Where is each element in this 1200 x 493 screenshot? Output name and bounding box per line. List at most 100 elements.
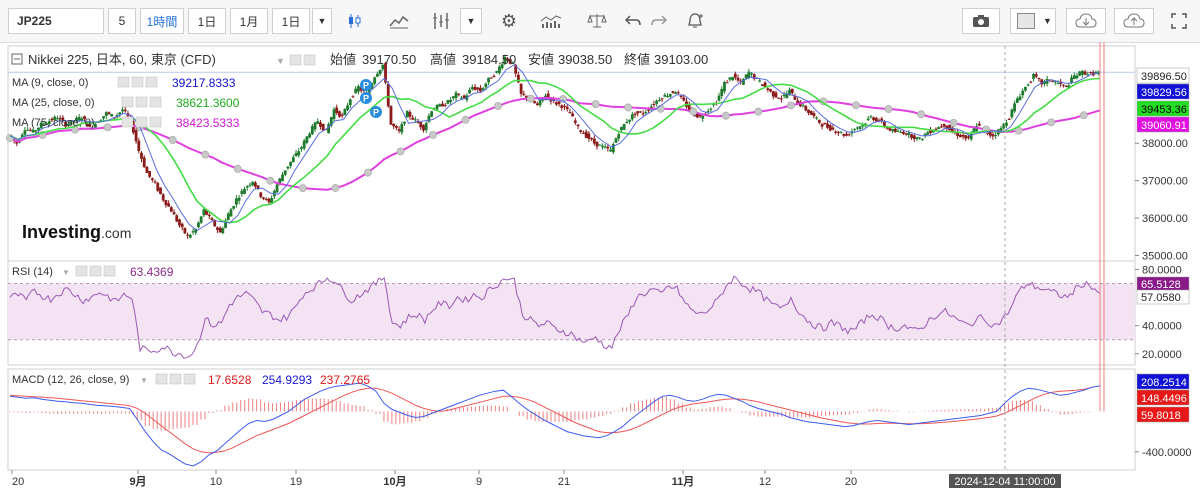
line-chart-icon[interactable]	[384, 8, 414, 34]
candle-body	[283, 170, 287, 175]
cloud-download-icon[interactable]	[1066, 8, 1106, 34]
camera-icon[interactable]	[962, 8, 1000, 34]
candle-icon[interactable]	[342, 8, 368, 34]
ma9-label: MA (9, close, 0)	[12, 77, 88, 89]
crosshair-time-label: 2024-12-04 11:00:00	[954, 476, 1055, 488]
candle-body	[592, 138, 596, 144]
alert-icon[interactable]	[682, 8, 708, 34]
interval-5-button[interactable]: 5	[108, 8, 136, 34]
candle-body	[742, 78, 745, 85]
macd-close-icon[interactable]	[183, 373, 196, 385]
candle-body	[717, 95, 721, 101]
interval-1d-b-button[interactable]: 1日	[272, 8, 310, 34]
ma9-settings-icon[interactable]	[131, 76, 144, 88]
color-box-icon[interactable]: ▼	[1010, 8, 1056, 34]
candle-body	[912, 135, 916, 140]
rsi-visibility-icon[interactable]	[75, 265, 88, 277]
macd-settings-icon[interactable]	[169, 373, 182, 385]
candle-body	[300, 147, 303, 150]
candle-body	[652, 103, 656, 105]
watermark-bold: Investing	[22, 222, 101, 242]
candle-body	[321, 123, 325, 131]
candle-body	[188, 234, 192, 238]
ma9-visibility-icon[interactable]	[117, 76, 130, 88]
candle-body	[191, 231, 195, 233]
candle-body	[967, 136, 970, 138]
candle-body	[210, 218, 214, 221]
macd-dropdown-icon[interactable]: ▼	[140, 376, 148, 385]
candle-body	[858, 126, 862, 129]
ma75-settings-icon[interactable]	[135, 116, 148, 128]
rsi-settings-icon[interactable]	[89, 265, 102, 277]
macd-badge-label: 59.8018	[1141, 410, 1181, 422]
chart-svg[interactable]: PPP 38000.0037000.0036000.0035000.003989…	[0, 42, 1200, 488]
candle-body	[392, 123, 396, 127]
candle-body	[20, 134, 24, 138]
ma25-visibility-icon[interactable]	[121, 96, 134, 108]
candle-body	[1040, 79, 1044, 85]
ma75-marker	[298, 184, 307, 193]
interval-1mo-button[interactable]: 1月	[230, 8, 268, 34]
ma75-value: 38423.5333	[176, 116, 240, 130]
redo-icon[interactable]	[646, 8, 672, 34]
scale-icon[interactable]	[582, 8, 612, 34]
candle-body	[939, 126, 943, 128]
candle-body	[167, 203, 171, 207]
candle-body	[874, 117, 878, 122]
candle-body	[305, 136, 309, 143]
settings-gear-icon[interactable]: ⚙	[500, 10, 518, 31]
candle-body	[207, 214, 211, 217]
cloud-upload-icon[interactable]	[1114, 8, 1154, 34]
candle-body	[1070, 77, 1073, 83]
title-dropdown-icon[interactable]: ▼	[276, 56, 285, 66]
macd-badge-label: 148.4496	[1141, 393, 1187, 405]
candle-body	[1051, 81, 1054, 83]
ma75-close-icon[interactable]	[149, 116, 162, 128]
candle-body	[620, 126, 623, 131]
candle-body	[902, 131, 905, 134]
rsi-close-icon[interactable]	[103, 265, 116, 277]
ma9-close-icon[interactable]	[145, 76, 158, 88]
candle-body	[842, 134, 846, 136]
close-label: 終値	[624, 52, 650, 67]
candle-body	[302, 140, 306, 149]
candle-body	[812, 113, 816, 117]
indicator-dropdown[interactable]: ▼	[460, 8, 482, 34]
candle-body	[1034, 74, 1038, 77]
fullscreen-icon[interactable]	[1164, 8, 1194, 34]
candle-body	[413, 119, 417, 121]
candle-body	[964, 135, 968, 139]
undo-icon[interactable]	[620, 8, 646, 34]
candle-body	[1005, 122, 1008, 126]
bar-volume-icon[interactable]	[536, 8, 566, 34]
settings-small-icon[interactable]	[303, 54, 316, 66]
interval-1h-button[interactable]: 1時間	[140, 8, 184, 34]
symbol-field[interactable]: JP225	[8, 8, 104, 34]
candle-body	[373, 77, 377, 84]
candle-body	[489, 77, 493, 79]
candle-body	[655, 100, 659, 104]
rsi-dropdown-icon[interactable]: ▼	[62, 268, 70, 277]
candle-body	[769, 89, 772, 92]
candle-body	[1007, 118, 1011, 120]
ma75-label: MA (75, close, 0)	[12, 117, 95, 129]
ma25-settings-icon[interactable]	[135, 96, 148, 108]
interval-dropdown[interactable]: ▼	[312, 8, 332, 34]
candle-body	[969, 133, 973, 140]
ma75-marker	[689, 107, 698, 116]
ma25-close-icon[interactable]	[149, 96, 162, 108]
visibility-icon[interactable]	[289, 54, 302, 66]
candle-body	[354, 88, 358, 94]
indicator-icon[interactable]	[426, 8, 456, 34]
candle-body	[202, 209, 206, 216]
interval-1d-button[interactable]: 1日	[188, 8, 226, 34]
candle-body	[259, 192, 263, 198]
ma75-visibility-icon[interactable]	[121, 116, 134, 128]
candle-body	[308, 133, 312, 138]
candle-body	[45, 123, 49, 125]
candle-body	[359, 86, 363, 91]
macd-visibility-icon[interactable]	[155, 373, 168, 385]
candle-body	[725, 82, 729, 84]
collapse-icon[interactable]	[11, 53, 23, 65]
